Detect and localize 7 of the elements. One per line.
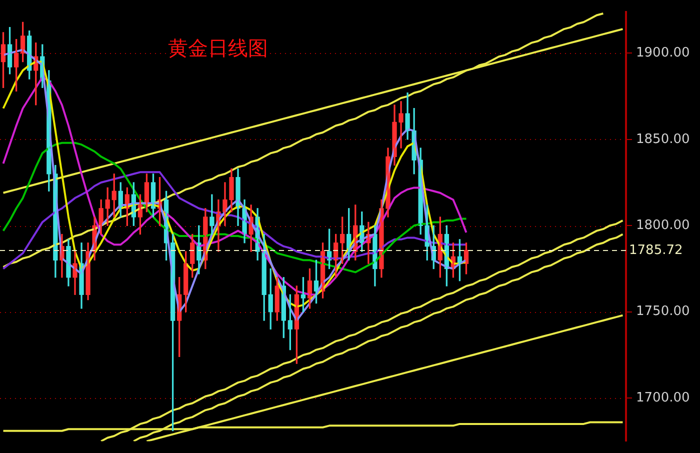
ref-line-label: 1785.72: [629, 242, 683, 258]
y-tick-label: 1750.00: [636, 304, 690, 320]
y-tick-label: 1850.00: [636, 132, 690, 147]
y-tick-label: 1700.00: [636, 390, 690, 406]
y-tick-label: 1800.00: [636, 218, 690, 234]
y-tick-label: 1900.00: [636, 46, 690, 61]
text: 黄金日线图: [168, 36, 268, 60]
